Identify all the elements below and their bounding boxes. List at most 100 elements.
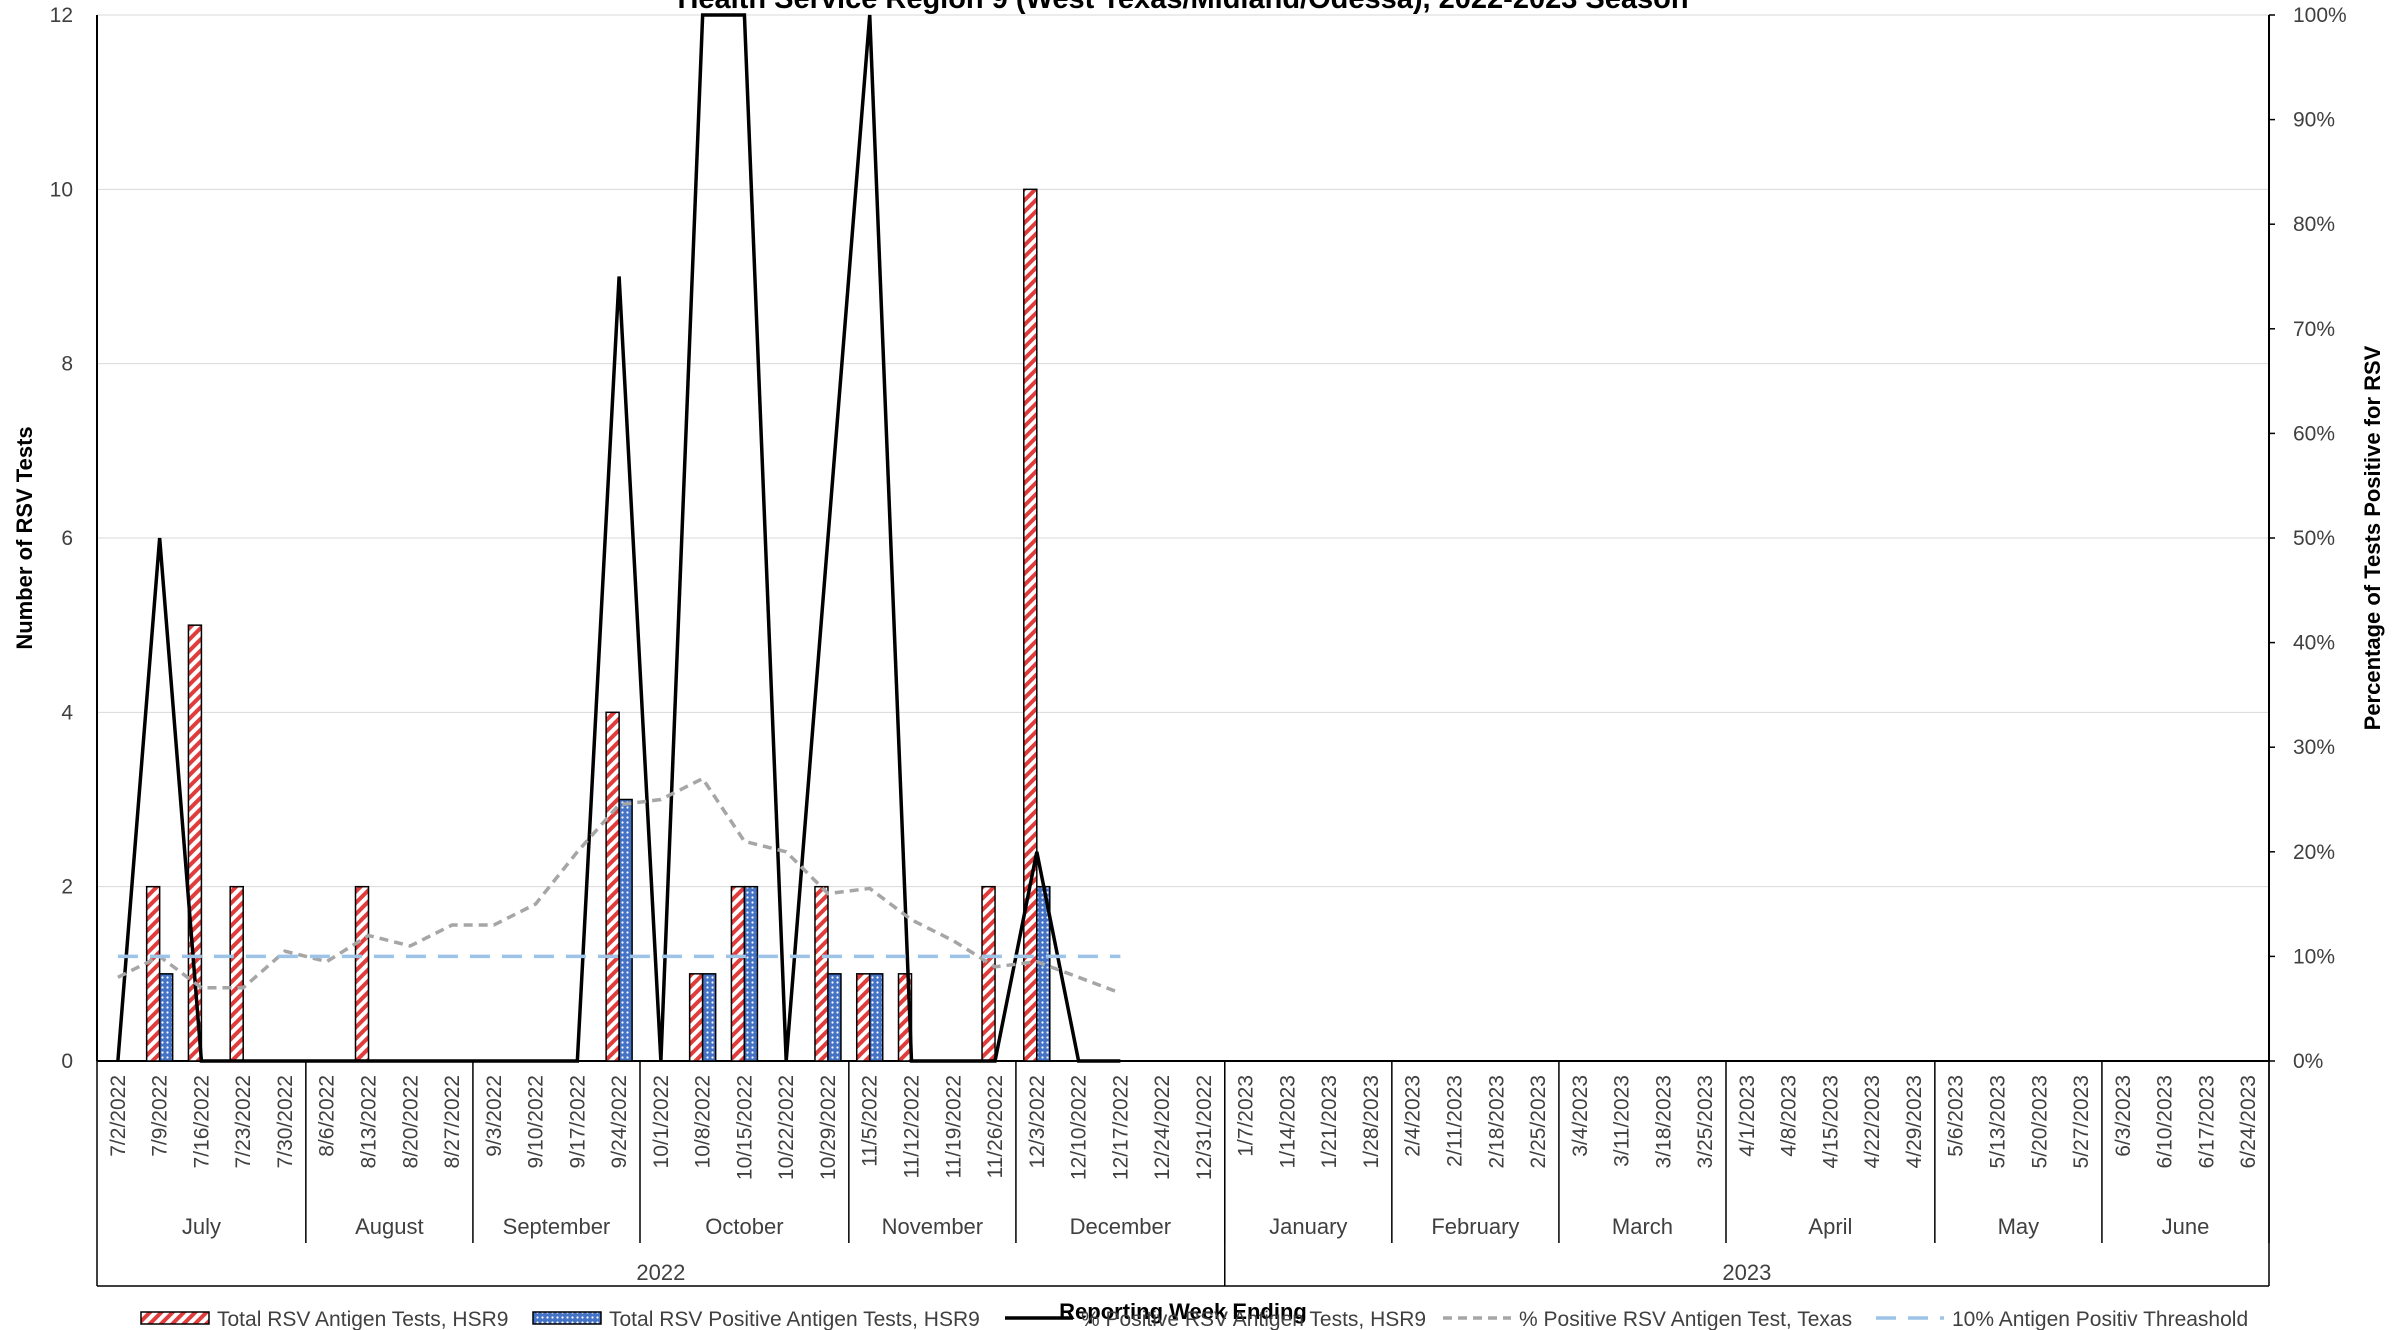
x-tick-label: 9/3/2022 — [483, 1075, 506, 1157]
y2-tick-label: 100% — [2293, 4, 2347, 27]
month-label: May — [1998, 1214, 2040, 1239]
x-tick-label: 1/28/2023 — [1360, 1075, 1383, 1168]
x-tick-label: 8/27/2022 — [441, 1075, 464, 1168]
month-label: July — [182, 1214, 221, 1239]
x-tick-label: 7/9/2022 — [149, 1075, 172, 1157]
x-axis-title: Reporting Week Ending — [1059, 1299, 1307, 1324]
x-tick-label: 8/13/2022 — [358, 1075, 381, 1168]
bar — [855, 973, 871, 1062]
legend-label: % Positive RSV Antigen Test, Texas — [1519, 1308, 1852, 1330]
bar — [605, 711, 620, 1062]
y2-tick-label: 60% — [2293, 422, 2335, 445]
month-label: April — [1808, 1214, 1852, 1239]
y2-tick-label: 50% — [2293, 527, 2335, 550]
month-label: March — [1612, 1214, 1673, 1239]
bar — [158, 973, 174, 1062]
series-line — [116, 13, 1121, 1063]
x-tick-label: 7/23/2022 — [232, 1075, 255, 1168]
x-tick-label: 3/25/2023 — [1694, 1075, 1717, 1168]
x-tick-label: 12/3/2022 — [1026, 1075, 1049, 1168]
legend-swatch — [532, 1311, 602, 1325]
x-tick-label: 4/15/2023 — [1819, 1075, 1842, 1168]
x-tick-label: 1/21/2023 — [1318, 1075, 1341, 1168]
x-tick-label: 8/20/2022 — [399, 1075, 422, 1168]
month-label: November — [882, 1214, 983, 1239]
month-label: October — [705, 1214, 783, 1239]
month-label: February — [1431, 1214, 1519, 1239]
x-tick-label: 1/14/2023 — [1276, 1075, 1299, 1168]
x-tick-label: 4/1/2023 — [1736, 1075, 1759, 1157]
bar — [827, 973, 842, 1062]
x-tick-label: 9/17/2022 — [566, 1075, 589, 1168]
bar — [981, 885, 996, 1062]
x-tick-label: 6/17/2023 — [2195, 1075, 2218, 1168]
x-tick-label: 10/29/2022 — [817, 1075, 840, 1180]
month-label: January — [1269, 1214, 1347, 1239]
y2-tick-label: 0% — [2293, 1050, 2323, 1073]
y-axis-title: Number of RSV Tests — [12, 426, 37, 649]
y-tick-label: 6 — [61, 527, 73, 550]
x-tick-label: 3/4/2023 — [1569, 1075, 1592, 1157]
x-tick-label: 9/24/2022 — [608, 1075, 631, 1168]
x-tick-label: 7/16/2022 — [190, 1075, 213, 1168]
bar — [868, 973, 884, 1062]
legend-label: 10% Antigen Positiv Threashold — [1952, 1308, 2248, 1330]
legend-label: Total RSV Positive Antigen Tests, HSR9 — [609, 1308, 980, 1330]
x-tick-label: 11/19/2022 — [942, 1075, 965, 1179]
bar — [354, 885, 370, 1062]
x-tick-label: 5/27/2023 — [2070, 1075, 2093, 1168]
x-tick-label: 7/30/2022 — [274, 1075, 297, 1168]
x-tick-label: 11/12/2022 — [901, 1075, 924, 1179]
x-tick-label: 10/22/2022 — [775, 1075, 798, 1180]
month-label: August — [355, 1214, 424, 1239]
month-label: December — [1070, 1214, 1171, 1239]
y-tick-label: 8 — [61, 353, 73, 376]
y2-tick-label: 70% — [2293, 318, 2335, 341]
y-tick-label: 12 — [50, 4, 73, 27]
y2-axis-title: Percentage of Tests Positive for RSV — [2360, 345, 2385, 730]
y2-tick-label: 10% — [2293, 945, 2335, 968]
x-tick-label: 1/7/2023 — [1235, 1075, 1258, 1157]
bar — [145, 885, 161, 1062]
legend-label: % Positive RSV Antigen Tests, HSR9 — [1081, 1308, 1426, 1330]
x-tick-label: 3/11/2023 — [1611, 1075, 1634, 1167]
y2-tick-label: 90% — [2293, 109, 2335, 132]
x-tick-label: 11/5/2022 — [859, 1075, 882, 1167]
bar — [618, 798, 633, 1062]
y2-tick-label: 20% — [2293, 841, 2335, 864]
chart-title: Health Service Region 9 (West Texas/Midl… — [677, 0, 1688, 15]
y-tick-label: 2 — [61, 876, 73, 899]
x-tick-label: 8/6/2022 — [316, 1075, 339, 1157]
x-tick-label: 12/24/2022 — [1151, 1075, 1174, 1180]
x-tick-label: 12/17/2022 — [1109, 1075, 1132, 1180]
bar — [688, 973, 704, 1062]
x-tick-label: 4/22/2023 — [1861, 1075, 1884, 1168]
x-tick-label: 4/8/2023 — [1778, 1075, 1801, 1157]
x-tick-label: 10/1/2022 — [650, 1075, 673, 1168]
x-tick-label: 2/11/2023 — [1444, 1075, 1467, 1167]
x-tick-label: 6/10/2023 — [2154, 1075, 2177, 1168]
y-tick-label: 0 — [61, 1050, 73, 1073]
x-tick-label: 12/10/2022 — [1068, 1075, 1091, 1180]
x-tick-label: 5/6/2023 — [1945, 1075, 1968, 1157]
x-tick-label: 2/25/2023 — [1527, 1075, 1550, 1168]
x-tick-label: 9/10/2022 — [525, 1075, 548, 1168]
x-tick-label: 2/4/2023 — [1402, 1075, 1425, 1157]
x-tick-label: 12/31/2022 — [1193, 1075, 1216, 1180]
bar — [229, 885, 244, 1062]
y-tick-label: 10 — [50, 178, 73, 201]
x-tick-label: 10/15/2022 — [733, 1075, 756, 1180]
y2-tick-label: 40% — [2293, 632, 2335, 655]
x-tick-label: 3/18/2023 — [1652, 1075, 1675, 1168]
series-line — [117, 776, 1121, 995]
x-tick-label: 2/18/2023 — [1485, 1075, 1508, 1168]
year-label: 2023 — [1722, 1260, 1771, 1285]
bar — [730, 885, 746, 1062]
x-tick-label: 7/2/2022 — [107, 1075, 130, 1157]
bar — [814, 885, 829, 1062]
year-label: 2022 — [636, 1260, 685, 1285]
y2-tick-label: 30% — [2293, 736, 2335, 759]
bar — [701, 973, 717, 1062]
x-tick-label: 6/3/2023 — [2112, 1075, 2135, 1157]
